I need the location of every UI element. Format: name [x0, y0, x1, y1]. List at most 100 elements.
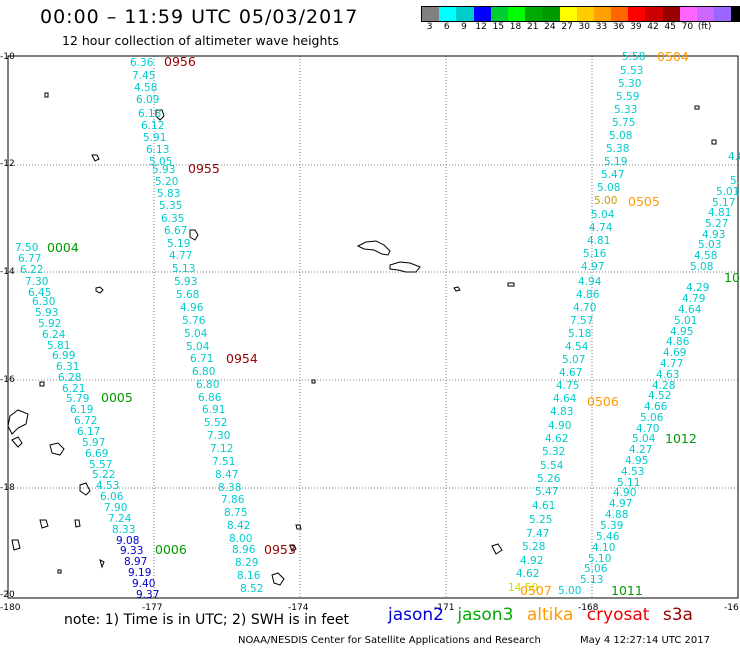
swh-value: 7.30 [25, 276, 48, 288]
legend-swatch [611, 7, 629, 21]
legend-tick: 36 [612, 22, 625, 32]
swh-value: 5.33 [614, 104, 637, 116]
swh-value: 8.00 [229, 533, 252, 545]
swh-value: 4.70 [573, 302, 596, 314]
time-label: 0505 [628, 194, 660, 209]
satellite-legend: jason2 jason3 altika cryosat s3a [388, 605, 701, 625]
swh-value: 5.16 [583, 248, 607, 260]
legend-tick: 3 [426, 22, 433, 32]
swh-value: 6.13 [138, 108, 161, 120]
swh-value: 4.86 [666, 336, 690, 348]
time-label: 0956 [164, 54, 196, 69]
time-label: 0954 [226, 351, 258, 366]
swh-value: 6.80 [192, 366, 215, 378]
lon-label: -171 [434, 603, 454, 613]
swh-value: 5.75 [612, 117, 635, 129]
swh-value: 5.39 [600, 520, 623, 532]
time-label: 0507 [520, 583, 552, 598]
swh-value: 5.04 [591, 209, 615, 221]
swh-value: 8.29 [235, 557, 258, 569]
swh-value: 4.77 [169, 250, 192, 262]
swh-value: 6.36 [130, 57, 154, 69]
island [311, 379, 316, 384]
legend-swatch [456, 7, 474, 21]
swh-value: 8.47 [215, 469, 238, 481]
swh-value: 5.04 [184, 328, 208, 340]
swh-value: 4.63 [656, 369, 679, 381]
swh-value: 4.66 [644, 401, 668, 413]
island [155, 109, 165, 121]
swh-value: 4.96 [180, 302, 204, 314]
legend-swatch [697, 7, 715, 21]
swh-value: 5.59 [616, 91, 639, 103]
legend-swatch [628, 7, 646, 21]
swh-value: 6.99 [52, 350, 75, 362]
legend-swatch [576, 7, 594, 21]
lon-label: -180 [0, 603, 21, 613]
swh-value: 7.24 [108, 513, 132, 525]
swh-value: 4.95 [670, 326, 693, 338]
units-note: note: 1) Time is in UTC; 2) SWH is in fe… [64, 612, 350, 628]
track-4: 4.8 5.8 5.01 5.17 4.81 5.27 4.93 5.03 4.… [558, 151, 740, 597]
legend-tick: 21 [526, 22, 539, 32]
track-1: 6.36 7.45 4.58 6.09 6.13 6.12 5.91 6.13 … [130, 57, 263, 595]
swh-value: 9.33 [120, 545, 143, 557]
graticule [8, 56, 738, 598]
swh-value: 5.57 [89, 459, 112, 471]
legend-swatch [593, 7, 612, 21]
track-3: 5.58 5.53 5.30 5.59 5.33 5.75 5.08 5.38 … [508, 51, 645, 594]
swh-value: 4.27 [629, 444, 652, 456]
map-subtitle: 12 hour collection of altimeter wave hei… [62, 33, 339, 48]
legend-tick: (ft) [697, 22, 712, 32]
legend-tick: 33 [595, 22, 608, 32]
island-fiji [7, 409, 29, 435]
swh-value: 4.28 [652, 380, 675, 392]
swh-value: 5.19 [604, 156, 627, 168]
swh-value: 7.57 [570, 315, 593, 327]
island-fiji-2 [11, 436, 23, 448]
swh-value: 5.91 [143, 132, 166, 144]
swh-value: 5.08 [609, 130, 632, 142]
swh-value: 5.01 [674, 315, 697, 327]
time-label: 0504 [657, 49, 689, 64]
swh-value: 7.51 [212, 456, 235, 468]
swh-value: 4.90 [613, 487, 636, 499]
swh-value: 6.35 [161, 213, 184, 225]
swh-value: 5.38 [606, 143, 629, 155]
swh-value: 4.54 [565, 341, 589, 353]
swh-value: 6.71 [190, 353, 213, 365]
legend-tick: 6 [443, 22, 450, 32]
swh-value: 4.77 [660, 358, 683, 370]
swh-value: 6.24 [42, 329, 66, 341]
legend-swatch [542, 7, 560, 21]
legend-swatch [422, 7, 440, 21]
legend-tick: 42 [647, 22, 659, 32]
swh-value: 4.29 [686, 282, 709, 294]
swh-value: 5.93 [174, 276, 197, 288]
legend-tick: 39 [630, 22, 642, 32]
swh-value: 5.79 [66, 393, 89, 405]
swh-value: 5.35 [159, 200, 182, 212]
swh-value: 8.42 [227, 520, 250, 532]
swh-value: 5.76 [182, 315, 206, 327]
legend-tick: 45 [664, 22, 676, 32]
legend-swatch [645, 7, 663, 21]
swh-value: 5.28 [522, 541, 545, 553]
satellite-jason3: jason3 [457, 605, 514, 625]
lat-label: -10 [0, 52, 15, 62]
swh-value: 5.13 [172, 263, 195, 275]
swh-value: 4.86 [576, 289, 600, 301]
lon-label: -177 [142, 603, 162, 613]
swh-value: 5.93 [35, 307, 58, 319]
island [95, 286, 104, 294]
time-label: 0506 [587, 394, 619, 409]
swh-value: 5.27 [705, 218, 728, 230]
swh-value: 5.47 [601, 169, 624, 181]
island-samoa-upolu [356, 240, 391, 256]
swh-value: 4.93 [702, 229, 725, 241]
swh-value: 5.00 [594, 195, 617, 207]
swh-value: 4.62 [516, 568, 539, 580]
swh-value: 4.88 [605, 509, 628, 521]
island [39, 519, 49, 529]
satellite-s3a: s3a [662, 605, 693, 625]
